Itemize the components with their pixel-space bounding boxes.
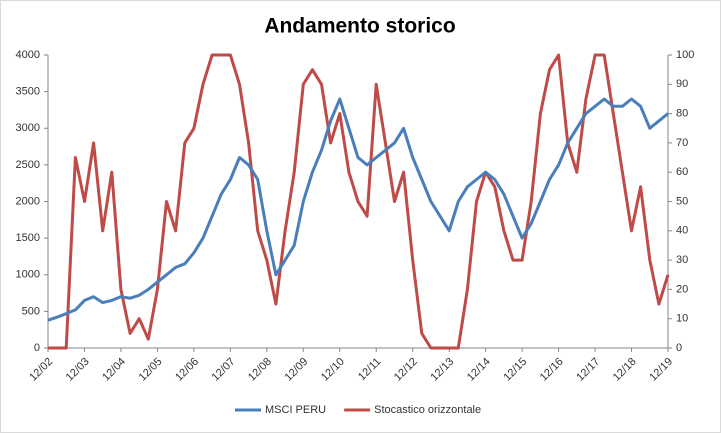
- y2-tick-label: 70: [676, 137, 688, 149]
- y-tick-label: 1500: [16, 232, 40, 244]
- y-tick-label: 2000: [16, 195, 40, 207]
- y2-tick-label: 60: [676, 166, 688, 178]
- y-tick-label: 500: [22, 305, 40, 317]
- legend-label: MSCI PERU: [265, 404, 326, 416]
- y-tick-label: 3500: [16, 86, 40, 98]
- y2-tick-label: 0: [676, 342, 682, 354]
- y-tick-label: 0: [34, 342, 40, 354]
- y2-tick-label: 20: [676, 283, 688, 295]
- y-tick-label: 3000: [16, 122, 40, 134]
- y2-tick-label: 30: [676, 254, 688, 266]
- y2-tick-label: 10: [676, 313, 688, 325]
- y2-tick-label: 90: [676, 78, 688, 90]
- y2-tick-label: 50: [676, 195, 688, 207]
- y-tick-label: 1000: [16, 269, 40, 281]
- y-tick-label: 4000: [16, 49, 40, 61]
- legend-label: Stocastico orizzontale: [374, 404, 481, 416]
- y2-tick-label: 40: [676, 225, 688, 237]
- series-line: [47, 97, 669, 322]
- series-line: [48, 53, 670, 350]
- y2-tick-label: 80: [676, 108, 688, 120]
- y2-tick-label: 100: [676, 49, 694, 61]
- y-tick-label: 2500: [16, 159, 40, 171]
- chart-title: Andamento storico: [264, 15, 455, 38]
